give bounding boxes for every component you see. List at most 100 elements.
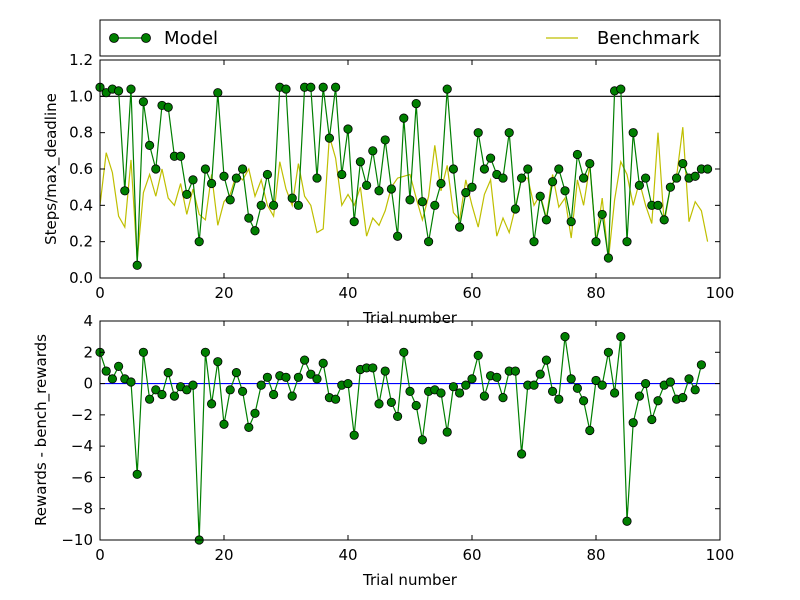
- model-data-point: [578, 396, 589, 406]
- model-data-point: [318, 358, 328, 368]
- y-axis: 0.0 0.2 0.4 0.6 0.8 1.0 1.2: [69, 51, 720, 287]
- model-data-point: [572, 383, 583, 393]
- model-data-point: [126, 377, 136, 387]
- model-data-point: [609, 388, 620, 398]
- model-data-point: [306, 82, 316, 92]
- plot-frame: [99, 320, 721, 541]
- x-tick-label: 100: [706, 284, 735, 302]
- model-data-point: [374, 186, 384, 196]
- model-data-point: [436, 388, 446, 398]
- model-data-point: [622, 516, 632, 526]
- model-data-point: [114, 361, 124, 371]
- model-data-point: [430, 200, 440, 210]
- model-data-point: [392, 411, 403, 422]
- y-tick-label: 0.0: [69, 269, 93, 287]
- model-data-point: [330, 82, 341, 92]
- model-data-point: [597, 380, 607, 390]
- model-data-point: [386, 184, 396, 194]
- model-data-point: [151, 164, 161, 174]
- model-data-point: [417, 435, 427, 445]
- model-data-point: [306, 369, 316, 379]
- model-data-point: [616, 332, 626, 342]
- model-data-point: [293, 200, 303, 210]
- model-data-point: [244, 213, 254, 223]
- y-axis: −10 −8 −6 −4 −2 0 2 4: [61, 312, 720, 549]
- model-data-point: [207, 178, 217, 189]
- model-data-point: [547, 386, 558, 396]
- model-data-point: [268, 389, 279, 400]
- model-data-point: [405, 386, 415, 396]
- x-tick-label: 100: [706, 546, 735, 564]
- model-data-point: [213, 357, 223, 367]
- model-data-point: [690, 385, 700, 395]
- model-data-point: [578, 173, 589, 183]
- y-tick-label: 0.6: [69, 160, 93, 178]
- model-data-point: [479, 391, 489, 401]
- model-data-point: [392, 231, 403, 241]
- model-data-point: [176, 151, 186, 161]
- model-data-point: [368, 363, 378, 373]
- model-data-point: [467, 182, 477, 192]
- model-data-point: [225, 385, 235, 395]
- legend-model-marker: [109, 33, 119, 43]
- model-data-point: [436, 178, 446, 189]
- model-data-point: [250, 226, 260, 236]
- model-data-point: [349, 430, 359, 440]
- y-tick-label: −10: [61, 531, 93, 549]
- x-tick-label: 40: [338, 284, 357, 302]
- model-data-point: [324, 133, 334, 143]
- model-data-point: [616, 84, 626, 94]
- model-data-point: [529, 380, 539, 390]
- model-data-point: [485, 153, 496, 163]
- model-data-point: [361, 180, 372, 190]
- model-data-point: [188, 380, 198, 390]
- model-data-point: [461, 188, 471, 198]
- model-data-point: [634, 180, 645, 190]
- model-data-point: [138, 347, 148, 357]
- y-axis-label: Rewards - bench_rewards: [32, 334, 51, 526]
- series-group: [95, 332, 707, 545]
- model-data-point: [132, 469, 142, 479]
- model-data-point: [281, 84, 291, 94]
- x-tick-label: 20: [214, 546, 233, 564]
- model-data-point: [182, 189, 192, 200]
- model-data-point: [343, 124, 353, 134]
- model-data-point: [572, 149, 583, 160]
- model-data-point: [634, 391, 645, 401]
- model-data-point: [169, 391, 179, 401]
- model-data-point: [510, 204, 521, 214]
- rewards-chart: 0 20 40 60 80 100 −10 −8 −6 −4 −2 0 2 4 Trial number…: [32, 312, 734, 589]
- model-data-point: [640, 173, 651, 183]
- model-data-point: [535, 369, 545, 379]
- model-data-point: [231, 173, 241, 183]
- model-data-point: [194, 237, 204, 247]
- x-axis-label: Trial number: [362, 571, 458, 589]
- model-data-point: [145, 140, 155, 150]
- model-data-point: [343, 378, 353, 389]
- y-tick-label: 0: [83, 375, 93, 393]
- model-data-point: [585, 158, 595, 169]
- model-data-point: [330, 394, 341, 404]
- model-data-point: [498, 393, 508, 403]
- model-data-point: [665, 377, 676, 387]
- model-data-point: [225, 195, 235, 205]
- model-data-point: [200, 347, 210, 357]
- model-data-point: [287, 391, 297, 401]
- model-data-point: [157, 389, 167, 400]
- x-tick-label: 20: [214, 284, 233, 302]
- x-tick-label: 80: [586, 546, 605, 564]
- steps-chart: 0 20 40 60 80 100 0.0 0.2 0.4 0.6 0.8 1.0 1.2 Trial…: [42, 51, 734, 327]
- model-data-point: [120, 186, 130, 196]
- model-data-point: [231, 368, 241, 378]
- model-data-point: [200, 164, 210, 174]
- model-data-point: [151, 385, 161, 395]
- model-data-point: [138, 97, 148, 107]
- y-tick-label: −8: [71, 500, 93, 518]
- model-data-point: [628, 128, 638, 138]
- model-data-point: [702, 164, 713, 174]
- model-data-point: [473, 128, 483, 138]
- model-data-point: [454, 388, 465, 398]
- model-data-point: [293, 372, 303, 382]
